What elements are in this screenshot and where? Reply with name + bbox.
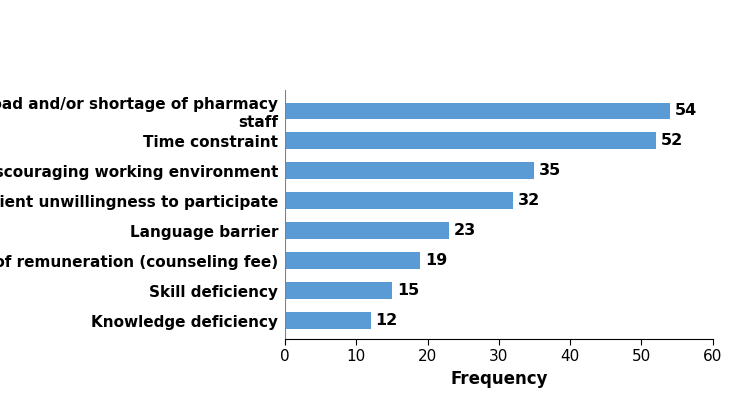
Bar [285,133,656,149]
Bar [285,193,513,209]
Bar [285,222,448,239]
X-axis label: Frequency: Frequency [450,370,548,388]
Text: 15: 15 [397,283,419,298]
Text: 32: 32 [518,193,540,208]
Text: 35: 35 [539,163,562,178]
Text: 52: 52 [661,133,682,148]
Bar [285,313,370,329]
Bar [285,102,670,119]
Bar [285,253,420,269]
Text: 54: 54 [675,103,697,118]
Bar [285,282,392,299]
Text: 19: 19 [425,253,448,268]
Text: 12: 12 [376,313,398,328]
Text: 23: 23 [454,223,476,238]
Bar [285,162,534,179]
